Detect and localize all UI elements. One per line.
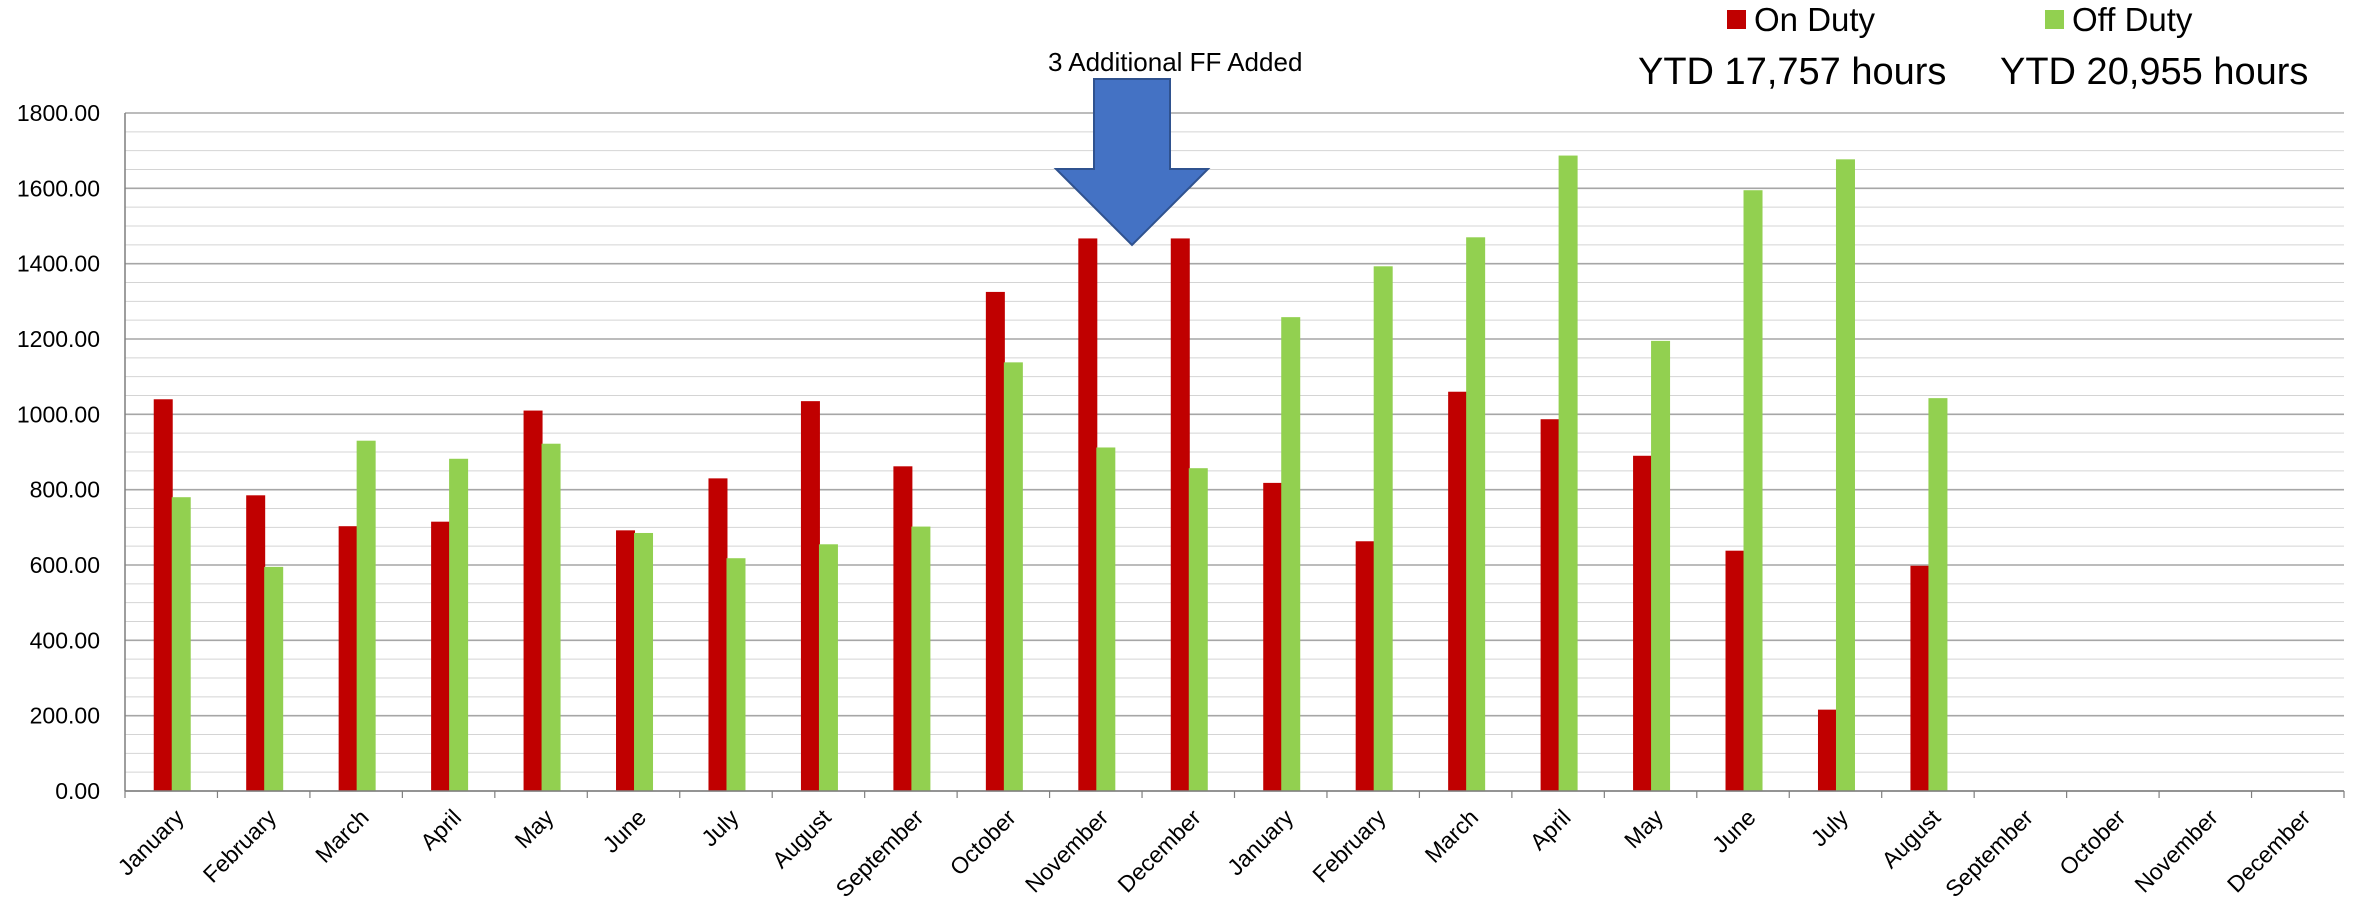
y-tick-label: 1800.00 <box>17 100 100 126</box>
bar-on-duty <box>153 399 173 791</box>
x-tick-label: April <box>1525 804 1576 855</box>
bar-on-duty <box>523 410 543 791</box>
bar-on-duty <box>893 466 913 791</box>
bar-on-duty <box>800 401 820 791</box>
y-tick-label: 800.00 <box>30 477 100 503</box>
bar-off-duty <box>356 440 376 791</box>
y-tick-label: 0.00 <box>55 778 100 804</box>
legend-label-off-duty: Off Duty <box>2072 1 2193 38</box>
legend-swatch-off-duty <box>2045 10 2064 29</box>
bar-on-duty <box>708 478 728 791</box>
y-tick-label: 1600.00 <box>17 175 100 201</box>
legend-swatch-on-duty <box>1727 10 1746 29</box>
bar-on-duty <box>1540 419 1560 791</box>
bar-off-duty <box>1651 340 1671 791</box>
x-tick-label: October <box>2054 804 2130 880</box>
x-tick-label: February <box>1307 804 1391 888</box>
bar-on-duty <box>1910 565 1930 791</box>
bar-off-duty <box>264 566 284 791</box>
bar-off-duty <box>1373 266 1393 791</box>
x-tick-label: May <box>1619 804 1668 853</box>
x-tick-label: June <box>1707 804 1761 858</box>
down-arrow-icon <box>1053 78 1211 247</box>
x-tick-label: November <box>1020 804 1114 898</box>
ytd-on-duty: YTD 17,757 hours <box>1638 51 1947 93</box>
bar-on-duty <box>985 291 1005 791</box>
bar-on-duty <box>1448 391 1468 791</box>
bar-on-duty <box>1170 238 1190 791</box>
bar-off-duty <box>1743 190 1763 791</box>
x-tick-label: December <box>1112 804 1206 898</box>
x-tick-label: October <box>945 804 1021 880</box>
bar-off-duty <box>634 532 654 791</box>
bar-off-duty <box>1003 362 1023 791</box>
bar-off-duty <box>1835 159 1855 791</box>
legend-label-on-duty: On Duty <box>1754 1 1876 38</box>
y-tick-label: 1200.00 <box>17 326 100 352</box>
y-tick-label: 200.00 <box>30 703 100 729</box>
x-tick-label: September <box>830 804 928 902</box>
y-tick-label: 600.00 <box>30 552 100 578</box>
x-tick-label: December <box>2222 804 2316 898</box>
bar-off-duty <box>726 558 746 791</box>
bar-on-duty <box>1355 541 1375 791</box>
bar-on-duty <box>1633 455 1653 791</box>
y-tick-labels: 0.00 200.00 400.00 600.00 800.00 1000.00 1200.… <box>17 100 100 804</box>
x-tick-labels: January February March April May June July Augu… <box>113 804 2316 902</box>
y-tick-label: 1400.00 <box>17 251 100 277</box>
annotation <box>1053 78 1211 247</box>
bar-off-duty <box>449 458 469 791</box>
axes <box>124 113 2345 798</box>
bar-on-duty <box>1078 238 1098 791</box>
x-tick-label: February <box>198 804 282 888</box>
bar-off-duty <box>171 497 191 791</box>
bar-off-duty <box>1188 468 1208 791</box>
bar-off-duty <box>1466 237 1486 792</box>
x-tick-label: September <box>1940 804 2038 902</box>
bar-off-duty <box>1096 447 1116 791</box>
bars <box>153 155 1948 792</box>
bar-off-duty <box>1281 317 1301 791</box>
x-tick-label: July <box>1806 804 1854 852</box>
bar-off-duty <box>541 443 561 791</box>
x-tick-label: January <box>113 804 190 881</box>
bar-on-duty <box>1263 482 1283 791</box>
bar-off-duty <box>1558 155 1578 791</box>
bar-on-duty <box>431 521 451 791</box>
annotation-label: 3 Additional FF Added <box>1048 47 1303 77</box>
bar-off-duty <box>911 526 931 791</box>
x-tick-label: March <box>310 804 374 868</box>
y-tick-label: 400.00 <box>30 627 100 653</box>
x-tick-label: July <box>696 804 744 852</box>
x-tick-label: June <box>597 804 651 858</box>
gridlines <box>125 112 2344 792</box>
x-tick-label: April <box>415 804 466 855</box>
bar-on-duty <box>246 495 266 791</box>
bar-off-duty <box>1928 398 1948 791</box>
bar-on-duty <box>338 526 358 791</box>
y-tick-label: 1000.00 <box>17 401 100 427</box>
bar-on-duty <box>616 530 636 791</box>
x-tick-label: May <box>509 804 558 853</box>
bar-on-duty <box>1817 709 1837 791</box>
x-tick-label: August <box>1876 804 1945 873</box>
bar-off-duty <box>818 544 838 791</box>
x-tick-label: January <box>1222 804 1299 881</box>
x-tick-label: August <box>767 804 836 873</box>
bar-on-duty <box>1725 550 1745 791</box>
ytd-off-duty: YTD 20,955 hours <box>2000 51 2309 93</box>
x-tick-label: November <box>2129 804 2223 898</box>
x-tick-label: March <box>1420 804 1484 868</box>
